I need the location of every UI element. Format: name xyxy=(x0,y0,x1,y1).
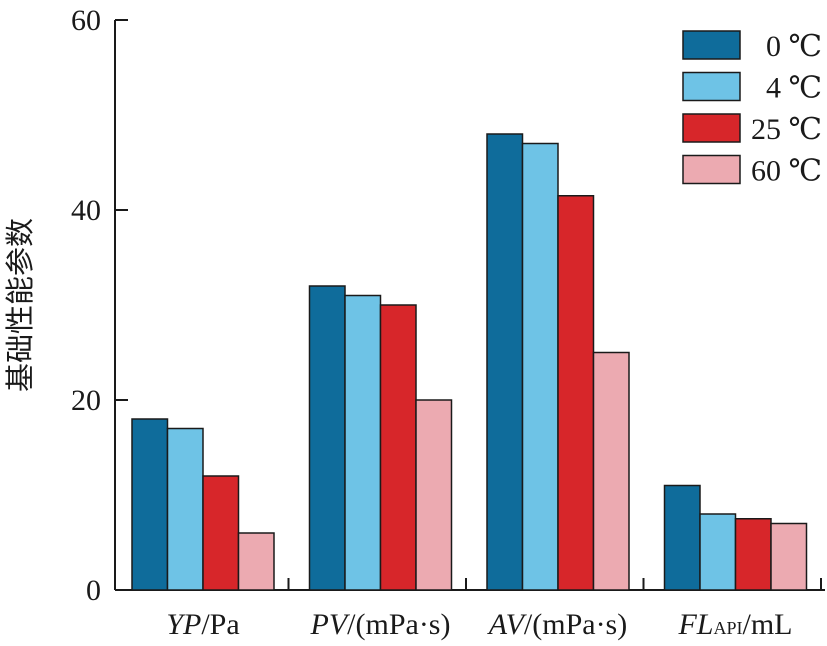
y-tick-label: 0 xyxy=(86,574,101,607)
legend-label: 4 ℃ xyxy=(766,72,822,105)
category-label-sub: API xyxy=(714,618,743,638)
y-axis: 0 20 40 60 xyxy=(71,4,128,607)
bar xyxy=(415,399,453,591)
bar xyxy=(237,532,275,591)
legend-label: 60 ℃ xyxy=(751,155,822,188)
legend-swatch xyxy=(682,30,741,60)
category-label: FLAPI/mL xyxy=(677,608,792,641)
category-label-main: FL xyxy=(677,608,713,641)
legend-swatch xyxy=(682,154,741,185)
legend-swatch xyxy=(682,71,741,102)
y-tick-label: 60 xyxy=(71,4,101,37)
legend-swatch xyxy=(682,113,741,143)
bar xyxy=(166,427,204,591)
y-tick-label: 40 xyxy=(71,194,101,227)
category-label: AV/(mPa·s) xyxy=(487,608,627,641)
category-label-unit: /(mPa·s) xyxy=(347,608,450,641)
category-label-unit: /mL xyxy=(743,608,793,641)
category-label-main: PV xyxy=(310,608,351,641)
bar xyxy=(699,513,737,591)
bar xyxy=(344,294,382,591)
legend-label: 25 ℃ xyxy=(751,113,822,146)
bar xyxy=(770,522,808,591)
bar xyxy=(486,133,524,591)
bar xyxy=(663,484,701,591)
bar xyxy=(521,142,559,591)
legend-label: 0 ℃ xyxy=(766,30,822,63)
bar xyxy=(202,475,240,591)
legend: 0 ℃ 4 ℃ 25 ℃ 60 ℃ xyxy=(682,30,822,188)
bar xyxy=(592,351,630,591)
y-tick-label: 20 xyxy=(71,384,101,417)
category-label-unit: /Pa xyxy=(201,608,239,641)
bars xyxy=(131,133,808,591)
category-label: YP/Pa xyxy=(166,608,239,641)
y-axis-label: 基础性能参数 xyxy=(3,218,37,392)
bar xyxy=(557,195,595,591)
bar xyxy=(131,418,169,591)
category-label-main: YP xyxy=(166,608,201,641)
category-label-main: AV xyxy=(487,608,528,641)
bar xyxy=(308,285,346,591)
category-label-unit: /(mPa·s) xyxy=(524,608,627,641)
bar xyxy=(379,304,417,591)
category-label: PV/(mPa·s) xyxy=(310,608,451,641)
bar xyxy=(734,518,772,591)
